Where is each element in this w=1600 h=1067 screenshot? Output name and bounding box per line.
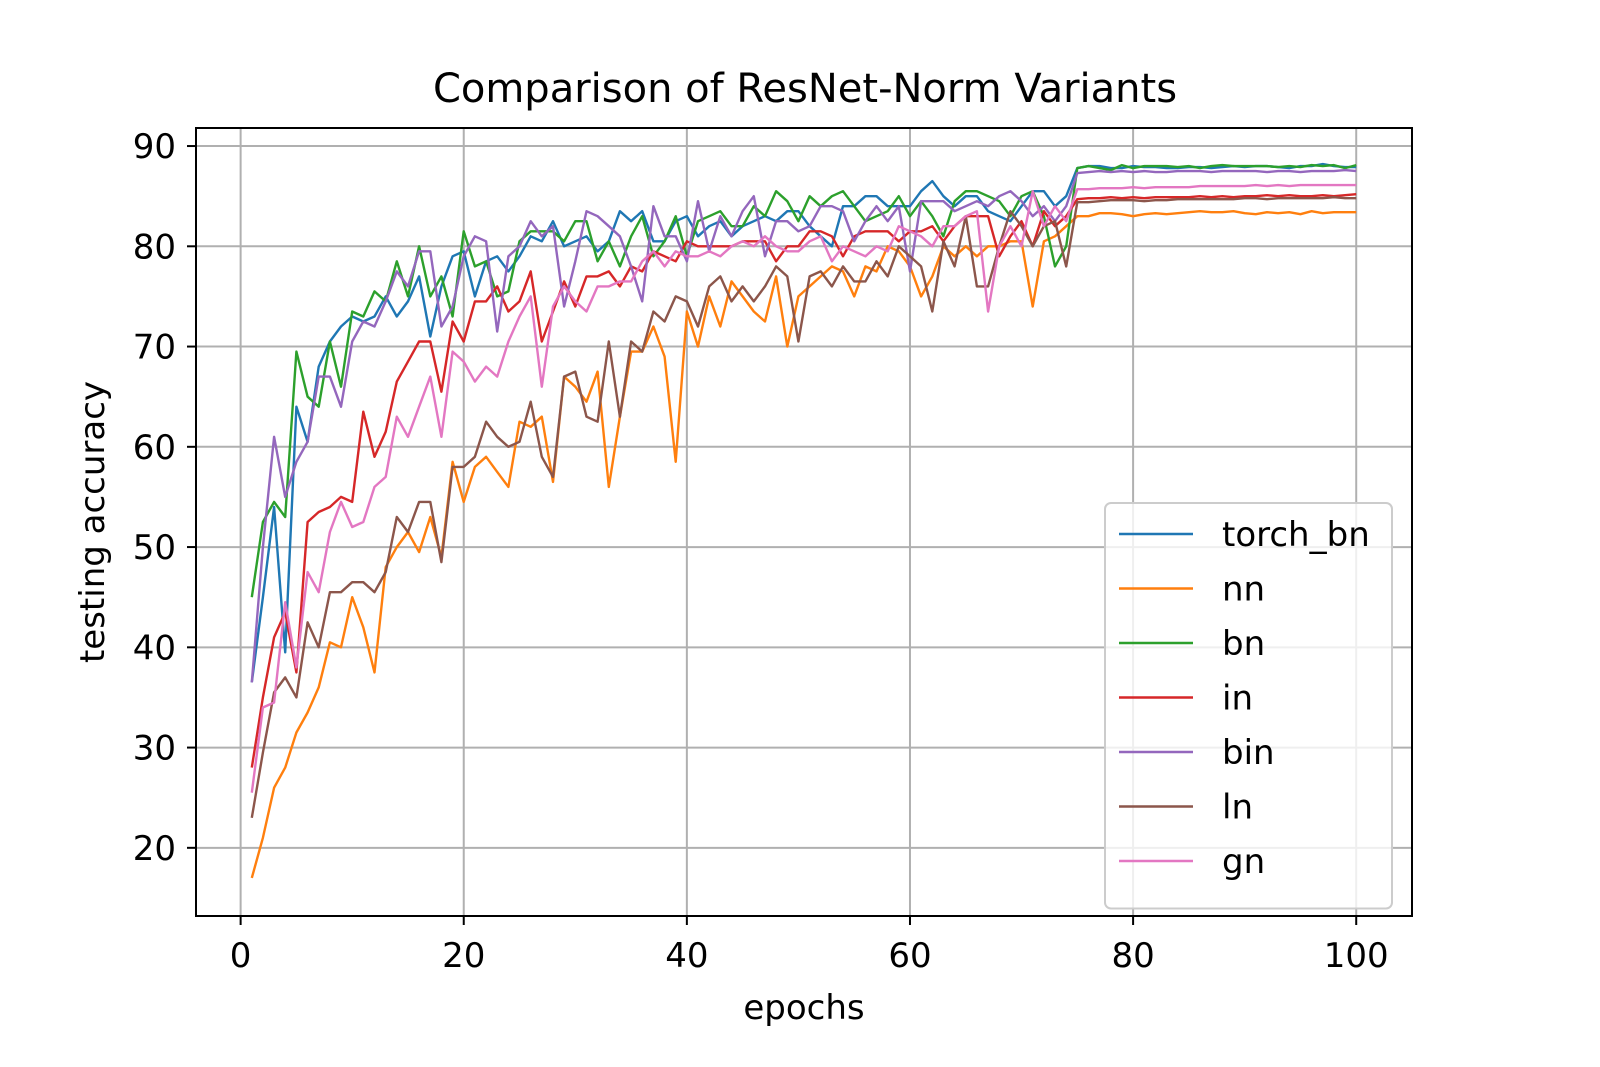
- legend-label-nn: nn: [1222, 570, 1265, 610]
- legend-label-ln: ln: [1222, 788, 1253, 828]
- x-tick-label: 60: [888, 936, 931, 976]
- plot-area-frame: [195, 127, 1413, 917]
- legend-label-in: in: [1222, 679, 1253, 719]
- legend-label-torch-bn: torch_bn: [1222, 515, 1370, 555]
- y-tick-label: 50: [133, 528, 176, 568]
- y-tick-label: 30: [133, 729, 176, 769]
- x-tick-label: 80: [1111, 936, 1154, 976]
- x-tick-label: 20: [442, 936, 485, 976]
- series-line-in: [250, 193, 1357, 768]
- x-tick-label: 100: [1324, 936, 1389, 976]
- series-line-gn: [250, 183, 1357, 793]
- y-tick-label: 90: [133, 127, 176, 167]
- legend-label-gn: gn: [1222, 842, 1265, 882]
- x-tick-label: 40: [665, 936, 708, 976]
- series-lines: [250, 162, 1357, 879]
- y-axis-label: testing accuracy: [73, 381, 113, 663]
- y-tick-label: 40: [133, 628, 176, 668]
- y-tick-label: 20: [133, 829, 176, 869]
- chart-title: Comparison of ResNet-Norm Variants: [433, 66, 1177, 112]
- legend-label-bn: bn: [1222, 624, 1265, 664]
- y-tick-label: 70: [133, 328, 176, 368]
- series-line-ln: [250, 195, 1357, 819]
- y-tick-label: 60: [133, 428, 176, 468]
- x-tick-label: 0: [230, 936, 252, 976]
- axis-ticks: 0 20 40 60 80 100 20 30 40 50 60 70 80 90: [133, 127, 1389, 976]
- legend-label-bin: bin: [1222, 733, 1275, 773]
- x-axis-label: epochs: [743, 988, 864, 1028]
- series-line-torch-bn: [250, 162, 1357, 683]
- y-tick-label: 80: [133, 227, 176, 267]
- series-line-bin: [250, 168, 1357, 683]
